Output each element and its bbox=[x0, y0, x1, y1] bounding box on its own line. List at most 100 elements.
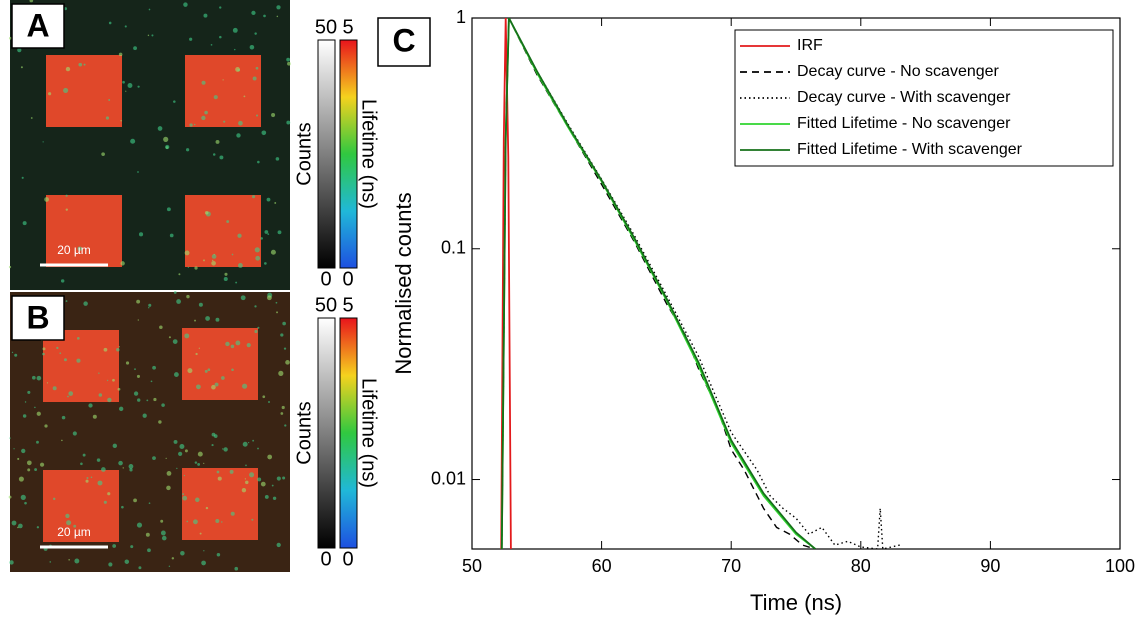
speckle bbox=[116, 347, 120, 352]
speckle bbox=[166, 485, 171, 491]
speckle bbox=[121, 505, 124, 509]
speckle bbox=[21, 448, 26, 454]
speckle bbox=[27, 468, 31, 472]
speckle bbox=[166, 471, 172, 476]
speckle bbox=[160, 530, 166, 536]
speckle bbox=[65, 300, 68, 302]
speckle bbox=[168, 336, 171, 339]
speckle bbox=[22, 414, 27, 418]
colorbar bbox=[339, 317, 358, 549]
speckle bbox=[136, 374, 141, 378]
speckle bbox=[231, 253, 234, 256]
x-axis-title: Time (ns) bbox=[750, 590, 842, 615]
speckle bbox=[148, 307, 150, 309]
speckle bbox=[74, 558, 80, 564]
speckle bbox=[65, 194, 68, 197]
speckle bbox=[254, 305, 257, 308]
speckle bbox=[211, 260, 216, 266]
speckle bbox=[72, 431, 77, 436]
speckle bbox=[118, 346, 120, 348]
speckle bbox=[257, 447, 259, 450]
speckle bbox=[245, 480, 249, 485]
speckle bbox=[9, 560, 14, 565]
speckle bbox=[216, 552, 221, 557]
speckle bbox=[255, 66, 259, 70]
speckle bbox=[108, 562, 113, 567]
speckle bbox=[211, 432, 216, 437]
speckle bbox=[257, 477, 262, 482]
plot-frame bbox=[471, 17, 1121, 550]
panel-letter: B bbox=[26, 299, 49, 335]
speckle bbox=[21, 176, 24, 179]
speckle bbox=[189, 123, 193, 127]
speckle bbox=[152, 456, 156, 460]
speckle bbox=[186, 294, 190, 299]
speckle bbox=[137, 171, 139, 173]
legend-label: Fitted Lifetime - With scavenger bbox=[797, 141, 1023, 158]
speckle bbox=[223, 276, 228, 282]
speckle bbox=[46, 382, 49, 384]
colorbar-tick-label: 0 bbox=[320, 268, 331, 290]
speckle bbox=[194, 319, 196, 322]
speckle bbox=[63, 358, 67, 362]
panel-letter: C bbox=[392, 22, 415, 58]
speckle bbox=[223, 447, 228, 452]
speckle bbox=[182, 495, 188, 501]
speckle bbox=[98, 372, 100, 374]
speckle bbox=[83, 63, 86, 66]
speckle bbox=[221, 376, 225, 380]
speckle bbox=[205, 506, 209, 510]
speckle bbox=[138, 232, 144, 237]
speckle bbox=[26, 460, 32, 466]
speckle bbox=[148, 502, 151, 504]
speckle bbox=[286, 120, 291, 125]
colorbar-tick-label: 50 bbox=[315, 294, 337, 316]
speckle bbox=[196, 384, 201, 390]
speckle bbox=[168, 565, 171, 568]
speckle bbox=[80, 462, 83, 466]
speckle bbox=[148, 303, 152, 307]
speckle bbox=[276, 15, 279, 18]
colorbar-label: Lifetime (ns) bbox=[358, 99, 380, 209]
speckle bbox=[264, 495, 269, 499]
speckle bbox=[165, 457, 167, 460]
x-tick-label: 50 bbox=[462, 556, 482, 576]
speckle bbox=[186, 520, 189, 523]
speckle bbox=[68, 391, 74, 396]
speckle bbox=[183, 474, 186, 477]
speckle bbox=[34, 406, 36, 409]
colorbar-tick-label: 0 bbox=[342, 548, 353, 570]
speckle bbox=[101, 467, 106, 472]
speckle bbox=[24, 401, 27, 403]
speckle bbox=[252, 195, 256, 199]
speckle bbox=[223, 120, 226, 123]
speckle bbox=[161, 403, 165, 407]
speckle bbox=[277, 230, 282, 235]
speckle bbox=[260, 481, 266, 487]
speckle bbox=[158, 420, 162, 424]
speckle bbox=[219, 35, 222, 39]
speckle bbox=[129, 468, 133, 472]
scale-bar-label: 20 µm bbox=[57, 243, 91, 257]
speckle bbox=[221, 521, 223, 523]
speckle bbox=[204, 369, 208, 373]
speckle bbox=[8, 36, 12, 40]
speckle bbox=[117, 387, 121, 391]
panel-letter-box bbox=[11, 295, 65, 341]
speckle bbox=[178, 273, 181, 276]
speckle bbox=[281, 405, 285, 410]
scale-bar-label: 20 µm bbox=[57, 525, 91, 539]
speckle bbox=[276, 5, 281, 10]
speckle bbox=[203, 462, 205, 464]
speckle bbox=[249, 44, 255, 50]
colorbar bbox=[317, 39, 336, 269]
speckle bbox=[124, 25, 127, 28]
speckle bbox=[130, 545, 134, 549]
speckle bbox=[133, 391, 139, 396]
speckle bbox=[107, 397, 112, 403]
speckle bbox=[211, 443, 214, 447]
speckle bbox=[266, 295, 272, 301]
speckle bbox=[145, 532, 150, 537]
